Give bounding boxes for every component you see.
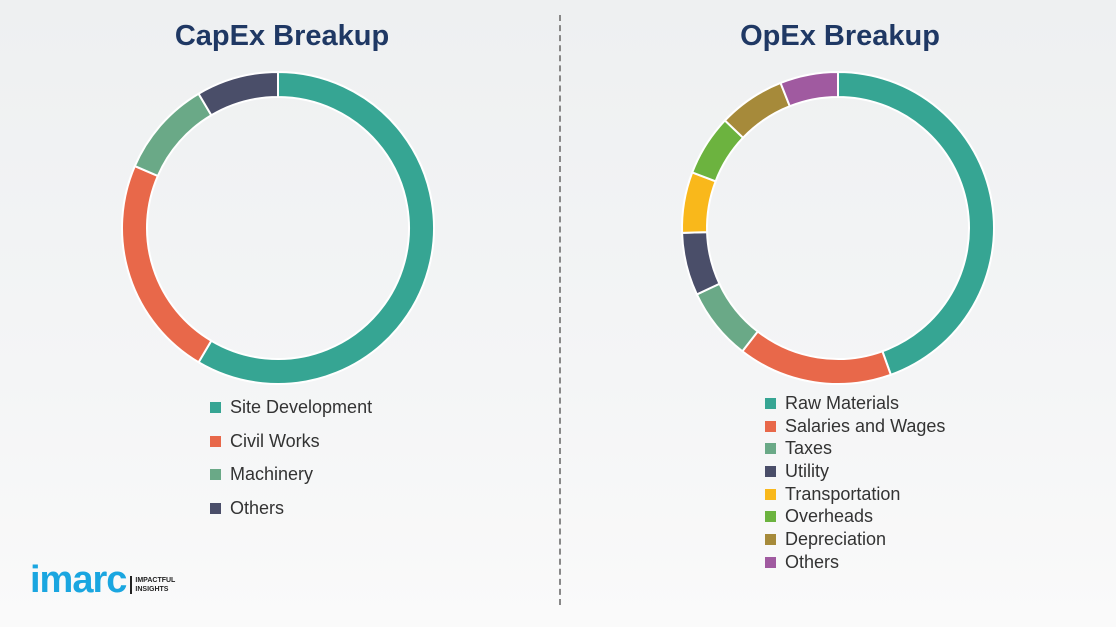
legend-label: Transportation: [785, 483, 901, 504]
legend-item: Others: [765, 551, 945, 574]
legend-label: Raw Materials: [785, 392, 900, 413]
slice-depreciation: [723, 81, 792, 140]
legend-label: Taxes: [785, 438, 833, 459]
capex-title: CapEx Breakup: [174, 20, 390, 52]
legend-swatch: [765, 443, 776, 455]
legend-label: Utility: [785, 460, 829, 481]
legend-item: Raw Materials: [765, 392, 945, 415]
legend-label: Site Development: [230, 397, 373, 418]
slice-taxes: [695, 282, 760, 353]
opex-legend: Raw Materials Salaries and Wages Taxes Util…: [765, 392, 945, 574]
legend-swatch: [210, 435, 221, 447]
slice-utility: [681, 231, 721, 296]
slice-site-development: [197, 70, 435, 385]
legend-swatch: [765, 511, 776, 523]
imarc-logo: imarc IMPACTFUL INSIGHTS: [30, 559, 190, 601]
slice-transportation: [681, 171, 717, 234]
legend-item: Salaries and Wages: [765, 415, 945, 438]
legend-item: Machinery: [210, 458, 372, 492]
legend-label: Salaries and Wages: [785, 415, 946, 436]
legend-item: Civil Works: [210, 425, 372, 459]
legend-item: Taxes: [765, 437, 945, 460]
legend-item: Transportation: [765, 483, 945, 506]
legend-label: Civil Works: [230, 430, 320, 451]
legend-swatch: [765, 533, 776, 545]
legend-item: Others: [210, 492, 372, 526]
legend-label: Depreciation: [785, 528, 887, 549]
legend-swatch: [765, 465, 776, 477]
divider: [559, 15, 561, 605]
legend-swatch: [765, 488, 776, 500]
legend-label: Machinery: [230, 464, 314, 485]
capex-legend: Site Development Civil Works Machinery Othe…: [210, 391, 372, 525]
legend-label: Overheads: [785, 506, 874, 527]
legend-label: Others: [785, 551, 840, 572]
logo-tagline: IMPACTFUL INSIGHTS: [130, 576, 190, 594]
legend-swatch: [765, 420, 776, 432]
legend-item: Site Development: [210, 391, 372, 425]
legend-swatch: [210, 402, 221, 414]
legend-label: Others: [230, 497, 285, 518]
slice-others: [779, 70, 839, 108]
slice-machinery: [133, 92, 213, 178]
legend-swatch: [210, 502, 221, 514]
legend-item: Overheads: [765, 505, 945, 528]
legend-swatch: [765, 397, 776, 409]
capex-donut: [121, 70, 435, 385]
opex-donut: [681, 70, 995, 385]
legend-item: Depreciation: [765, 528, 945, 551]
opex-title: OpEx Breakup: [740, 20, 940, 52]
legend-swatch: [765, 556, 776, 568]
slice-others: [197, 70, 279, 117]
legend-item: Utility: [765, 460, 945, 483]
legend-swatch: [210, 469, 221, 481]
slice-salaries-and-wages: [740, 330, 893, 385]
logo-word: imarc: [30, 559, 127, 601]
slice-civil-works: [121, 164, 213, 364]
slice-raw-materials: [837, 70, 995, 377]
